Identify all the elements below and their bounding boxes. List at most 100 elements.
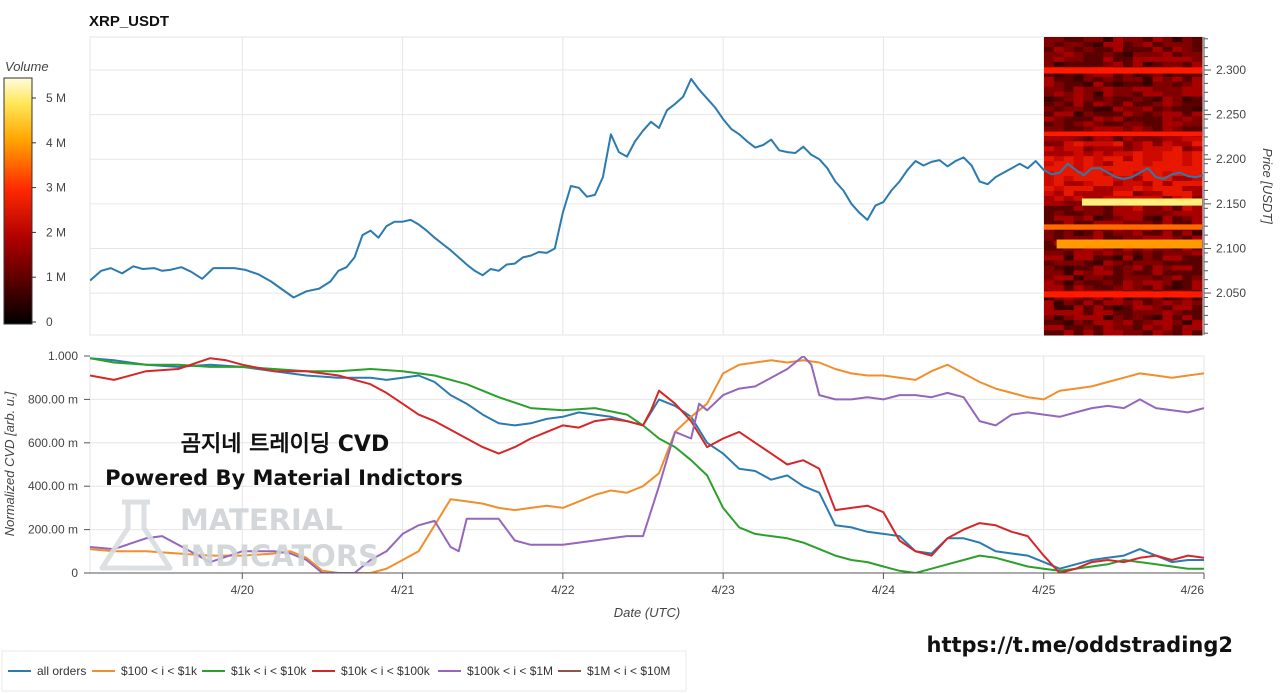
heatmap-cell bbox=[1182, 81, 1193, 88]
heatmap-cell bbox=[1073, 330, 1084, 336]
heatmap-band bbox=[1044, 67, 1202, 74]
telegram-link[interactable]: https://t.me/oddstrading2 bbox=[927, 633, 1234, 657]
heatmap-cell bbox=[1053, 200, 1065, 207]
heatmap-cell bbox=[1103, 37, 1114, 43]
heatmap-cell bbox=[1142, 205, 1154, 212]
heatmap-cell bbox=[1172, 96, 1183, 103]
heatmap-cell bbox=[1132, 305, 1144, 311]
legend-label[interactable]: $100k < i < $1M bbox=[467, 664, 553, 678]
heatmap-cell bbox=[1103, 61, 1114, 68]
cvd-x-tick-label: 4/20 bbox=[231, 583, 255, 597]
heatmap-cell bbox=[1053, 295, 1065, 301]
heatmap-cell bbox=[1093, 136, 1104, 142]
heatmap-cell bbox=[1142, 181, 1154, 187]
heatmap-cell bbox=[1093, 146, 1104, 152]
heatmap-cell bbox=[1044, 200, 1055, 207]
heatmap-cell bbox=[1113, 295, 1124, 301]
heatmap-cell bbox=[1142, 260, 1154, 266]
heatmap-cell bbox=[1192, 46, 1203, 53]
legend-label[interactable]: all orders bbox=[37, 664, 86, 678]
heatmap-cell bbox=[1152, 161, 1163, 167]
heatmap-cell bbox=[1083, 81, 1094, 88]
heatmap-cell bbox=[1093, 280, 1104, 286]
heatmap-cell bbox=[1142, 215, 1154, 222]
heatmap-cell bbox=[1182, 275, 1193, 281]
heatmap-cell bbox=[1093, 325, 1104, 331]
heatmap-cell bbox=[1053, 310, 1065, 316]
heatmap-cell bbox=[1123, 81, 1134, 88]
heatmap-cell bbox=[1132, 37, 1144, 43]
heatmap-cell bbox=[1093, 96, 1104, 103]
heatmap-cell bbox=[1192, 181, 1203, 187]
heatmap-cell bbox=[1063, 171, 1075, 177]
heatmap-cell bbox=[1142, 280, 1154, 286]
legend-label[interactable]: $1M < i < $10M bbox=[587, 664, 670, 678]
heatmap-cell bbox=[1113, 285, 1124, 291]
heatmap-cell bbox=[1123, 51, 1134, 58]
heatmap-cell bbox=[1113, 151, 1124, 157]
heatmap-cell bbox=[1113, 76, 1124, 83]
heatmap-cell bbox=[1044, 166, 1055, 172]
heatmap-cell bbox=[1182, 51, 1193, 58]
heatmap-cell bbox=[1073, 265, 1084, 271]
legend-label[interactable]: $100 < i < $1k bbox=[121, 664, 198, 678]
heatmap-cell bbox=[1172, 41, 1183, 48]
heatmap-cell bbox=[1152, 325, 1163, 331]
heatmap-cell bbox=[1172, 101, 1183, 108]
colorbar-label: Volume bbox=[5, 59, 49, 74]
heatmap-cell bbox=[1123, 41, 1134, 48]
heatmap-cell bbox=[1053, 330, 1065, 336]
heatmap-cell bbox=[1182, 300, 1193, 306]
heatmap-cell bbox=[1073, 280, 1084, 286]
heatmap-cell bbox=[1162, 111, 1173, 117]
heatmap-cell bbox=[1053, 215, 1065, 222]
heatmap-cell bbox=[1123, 270, 1134, 276]
heatmap-cell bbox=[1182, 61, 1193, 68]
heatmap-cell bbox=[1083, 126, 1094, 132]
heatmap-cell bbox=[1123, 210, 1134, 217]
cvd-y-ticks: 0 200.00 m 400.00 m 600.00 m 800.00 m 1.000 bbox=[28, 349, 90, 580]
heatmap-cell bbox=[1152, 210, 1163, 217]
heatmap-cell bbox=[1044, 215, 1055, 222]
heatmap-cell bbox=[1152, 111, 1163, 117]
heatmap-cell bbox=[1073, 61, 1084, 68]
heatmap-cell bbox=[1132, 260, 1144, 266]
heatmap-cell bbox=[1103, 210, 1114, 217]
heatmap-cell bbox=[1053, 210, 1065, 217]
heatmap-cell bbox=[1162, 320, 1173, 326]
heatmap-cell bbox=[1093, 186, 1104, 192]
heatmap-cell bbox=[1073, 76, 1084, 83]
heatmap-cell bbox=[1132, 230, 1144, 237]
colorbar-tick-label: 0 bbox=[46, 315, 53, 329]
heatmap-cell bbox=[1172, 111, 1183, 117]
heatmap-cell bbox=[1162, 181, 1173, 187]
heatmap-cell bbox=[1063, 141, 1075, 147]
heatmap-cell bbox=[1152, 166, 1163, 172]
heatmap-cell bbox=[1182, 315, 1193, 321]
heatmap-cell bbox=[1073, 81, 1084, 88]
heatmap-cell bbox=[1044, 265, 1055, 271]
heatmap-cell bbox=[1113, 320, 1124, 326]
cvd-line bbox=[90, 357, 1204, 573]
heatmap-cell bbox=[1162, 156, 1173, 162]
heatmap-cell bbox=[1063, 111, 1075, 117]
heatmap-cell bbox=[1172, 51, 1183, 58]
heatmap-cell bbox=[1083, 176, 1094, 182]
heatmap-cell bbox=[1123, 265, 1134, 271]
heatmap-cell bbox=[1093, 41, 1104, 48]
legend: all orders $100 < i < $1k $1k < i < $10k $1… bbox=[1, 650, 687, 692]
heatmap-cell bbox=[1123, 310, 1134, 316]
legend-label[interactable]: $10k < i < $100k bbox=[341, 664, 431, 678]
heatmap-cell bbox=[1053, 101, 1065, 108]
heatmap-cell bbox=[1093, 37, 1104, 43]
heatmap-cell bbox=[1123, 37, 1134, 43]
heatmap-cell bbox=[1182, 215, 1193, 222]
heatmap-cell bbox=[1192, 176, 1203, 182]
heatmap-cell bbox=[1132, 330, 1144, 336]
legend-label[interactable]: $1k < i < $10k bbox=[231, 664, 307, 678]
heatmap-cell bbox=[1152, 51, 1163, 58]
price-y-ticks: 2.050 2.100 2.150 2.200 2.250 2.300 bbox=[1204, 38, 1246, 334]
heatmap-cell bbox=[1192, 210, 1203, 217]
heatmap-cell bbox=[1044, 205, 1055, 212]
price-tick-label: 2.100 bbox=[1216, 241, 1246, 255]
